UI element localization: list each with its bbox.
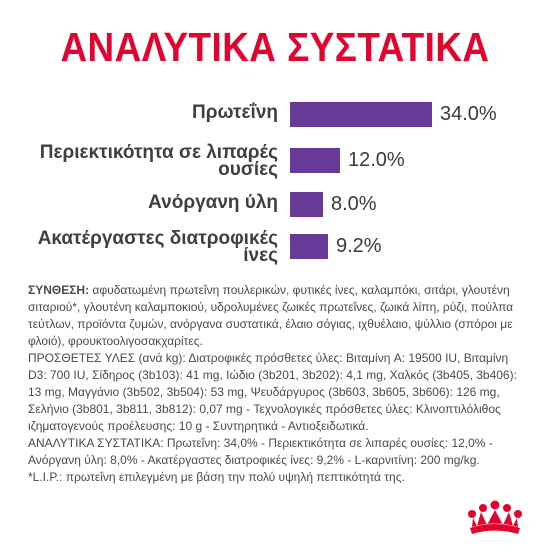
composition-label: ΣΥΝΘΕΣΗ: xyxy=(28,283,90,297)
bar xyxy=(290,192,323,217)
composition-paragraph: ΣΥΝΘΕΣΗ: αφυδατωμένη πρωτεΐνη πουλερικών… xyxy=(28,282,524,350)
value-label: 34.0% xyxy=(440,103,497,125)
value-label: 12.0% xyxy=(348,149,405,171)
chart-row: Πρωτεΐνη 34.0% xyxy=(0,96,550,146)
chart-row: Ανόργανη ύλη 8.0% xyxy=(0,186,550,236)
analytical-paragraph: ΑΝΑΛΥΤΙΚΑ ΣΥΣΤΑΤΙΚΑ: Πρωτεΐνη: 34,0% - Π… xyxy=(28,436,493,467)
value-label: 8.0% xyxy=(331,193,377,215)
category-label: Περιεκτικότητα σε λιπαρές ουσίες xyxy=(39,142,278,180)
bar xyxy=(290,148,340,173)
page-title: ΑΝΑΛΥΤΙΚΑ ΣΥΣΤΑΤΙΚΑ xyxy=(60,24,490,70)
additives-paragraph: ΠΡΟΣΘΕΤΕΣ ΥΛΕΣ (ανά kg): Διατροφικές πρό… xyxy=(28,351,517,433)
value-label: 9.2% xyxy=(336,235,382,257)
category-label: Ανόργανη ύλη xyxy=(148,192,278,213)
chart-row: Ακατέργαστες διατροφικές ίνες 9.2% xyxy=(0,228,550,278)
composition-text: αφυδατωμένη πρωτεΐνη πουλερικών, φυτικές… xyxy=(28,283,514,348)
chart-row: Περιεκτικότητα σε λιπαρές ουσίες 12.0% xyxy=(0,142,550,192)
category-label: Πρωτεΐνη xyxy=(192,102,278,123)
category-label: Ακατέργαστες διατροφικές ίνες xyxy=(37,228,278,266)
bar xyxy=(290,234,328,259)
footnote-paragraph: *L.I.P.: πρωτεΐνη επιλεγμένη με βάση την… xyxy=(28,470,405,484)
royal-canin-crown-icon xyxy=(468,500,522,534)
bar xyxy=(290,102,432,127)
ingredients-text: ΣΥΝΘΕΣΗ: αφυδατωμένη πρωτεΐνη πουλερικών… xyxy=(28,282,524,486)
